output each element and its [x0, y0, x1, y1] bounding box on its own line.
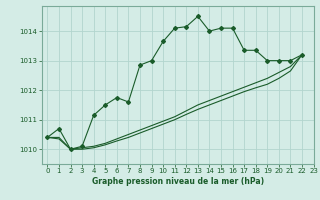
X-axis label: Graphe pression niveau de la mer (hPa): Graphe pression niveau de la mer (hPa)	[92, 177, 264, 186]
